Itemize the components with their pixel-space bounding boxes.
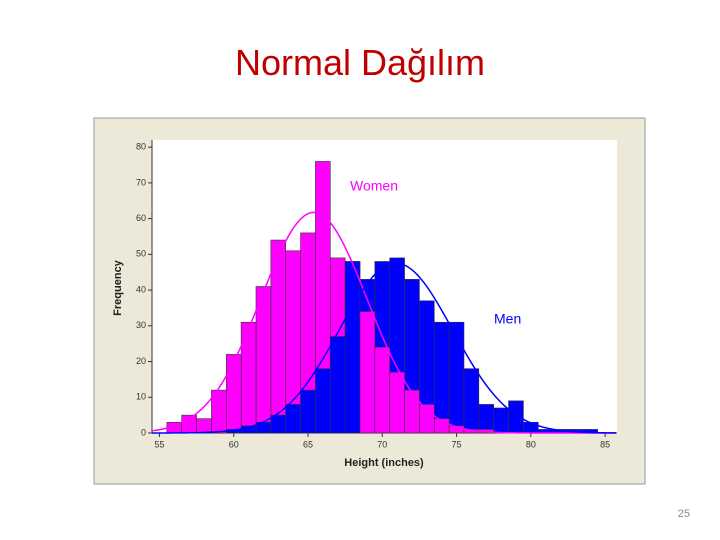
bar bbox=[389, 371, 405, 434]
y-tick-label: 60 bbox=[136, 213, 146, 223]
x-tick-label: 80 bbox=[526, 439, 536, 449]
x-tick-label: 85 bbox=[600, 439, 610, 449]
bar bbox=[315, 368, 331, 434]
bar bbox=[374, 346, 390, 434]
bar bbox=[493, 407, 509, 434]
bar bbox=[344, 261, 361, 434]
bar bbox=[508, 400, 524, 434]
x-tick-label: 70 bbox=[377, 439, 387, 449]
bar bbox=[359, 311, 376, 434]
x-tick-label: 55 bbox=[154, 439, 164, 449]
x-tick-label: 60 bbox=[229, 439, 239, 449]
bar bbox=[433, 321, 450, 434]
y-tick-label: 20 bbox=[136, 356, 146, 366]
bar bbox=[463, 368, 480, 434]
bar bbox=[211, 389, 227, 434]
bar bbox=[478, 404, 494, 434]
x-axis-label: Height (inches) bbox=[344, 457, 424, 469]
bar bbox=[448, 321, 465, 434]
y-tick-label: 30 bbox=[136, 320, 146, 330]
y-tick-label: 80 bbox=[136, 142, 146, 152]
y-tick-label: 0 bbox=[141, 427, 146, 437]
bar bbox=[329, 336, 346, 434]
bar bbox=[300, 389, 316, 434]
page-number: 25 bbox=[677, 508, 690, 520]
legend-label: Women bbox=[350, 178, 398, 194]
y-tick-label: 10 bbox=[136, 392, 146, 402]
x-tick-label: 75 bbox=[452, 439, 462, 449]
y-axis-label: Frequency bbox=[112, 259, 124, 316]
y-tick-label: 40 bbox=[136, 284, 146, 294]
y-tick-label: 50 bbox=[136, 249, 146, 259]
fit-curve bbox=[151, 211, 616, 434]
bar bbox=[255, 286, 272, 434]
fit-curve bbox=[151, 262, 617, 434]
bar bbox=[523, 421, 539, 434]
bar bbox=[225, 354, 242, 434]
x-tick-label: 65 bbox=[303, 439, 313, 449]
bar bbox=[285, 404, 301, 434]
legend-label: Men bbox=[494, 311, 521, 327]
bar bbox=[181, 414, 197, 434]
bar bbox=[240, 321, 257, 434]
bar bbox=[270, 414, 287, 434]
bar bbox=[196, 418, 212, 434]
y-tick-label: 70 bbox=[136, 177, 146, 187]
slide-title: Normal Dağılım bbox=[234, 42, 486, 83]
bar bbox=[404, 389, 420, 434]
